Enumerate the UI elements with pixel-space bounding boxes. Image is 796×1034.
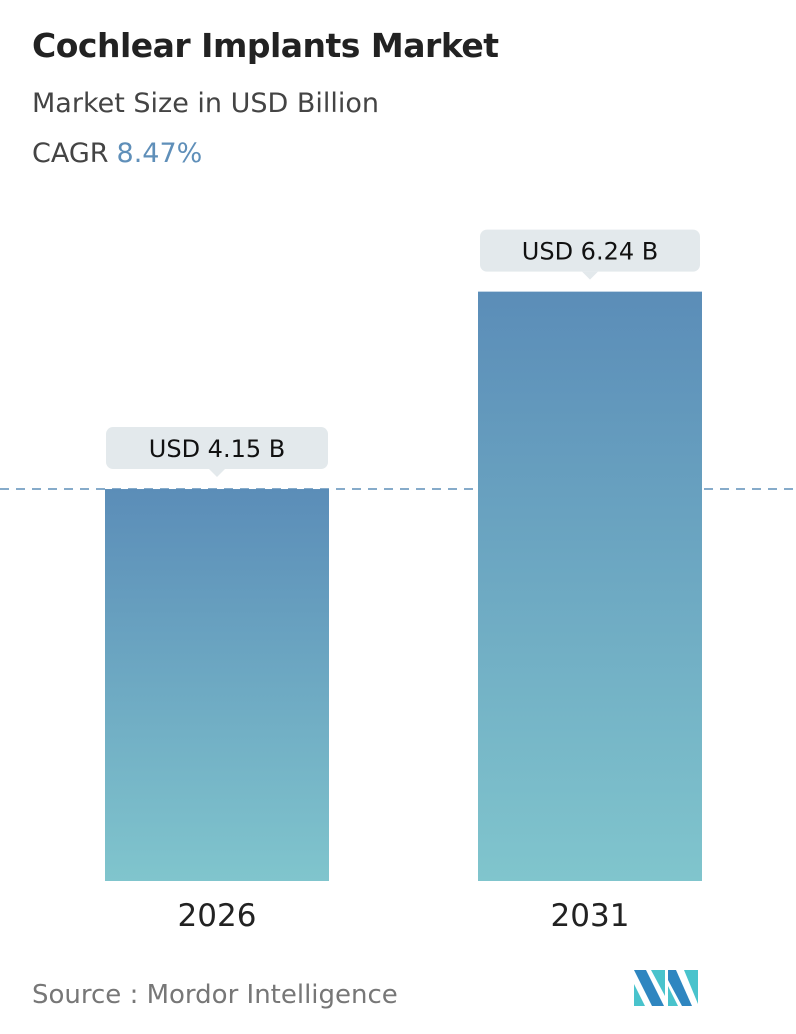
mordor-logo-icon <box>634 970 698 1006</box>
data-label: USD 4.15 B <box>149 435 285 463</box>
bar-2026 <box>105 489 329 881</box>
data-label: USD 6.24 B <box>522 238 658 266</box>
data-label-pointer <box>209 469 225 478</box>
chart-title: Cochlear Implants Market <box>32 26 499 65</box>
data-label-bubble <box>480 229 700 272</box>
bar-2031 <box>478 291 702 882</box>
cagr-label: CAGR <box>32 138 109 169</box>
data-label-pointer <box>582 271 598 280</box>
bar-chart: USD 4.15 B 2026 USD 6.24 B 2031 <box>0 229 796 934</box>
data-label-bubble <box>106 427 328 470</box>
cagr-value: 8.47% <box>116 138 203 169</box>
x-tick-label: 2031 <box>551 898 630 934</box>
cagr: CAGR 8.47% <box>32 138 202 169</box>
source-text: Source : Mordor Intelligence <box>32 980 398 1010</box>
chart-subtitle: Market Size in USD Billion <box>32 88 380 119</box>
x-tick-label: 2026 <box>178 898 257 934</box>
